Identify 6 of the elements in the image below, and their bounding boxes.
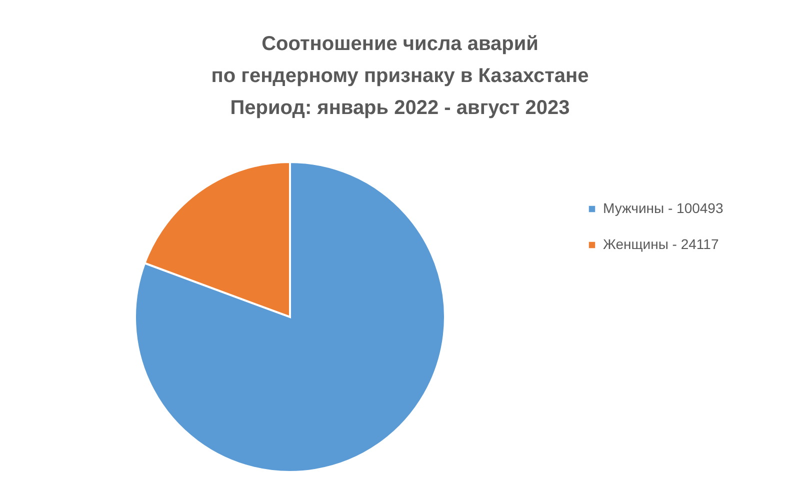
pie-slice [134, 161, 446, 473]
legend-label: Мужчины - 100493 [603, 200, 724, 216]
text: Соотношение числа аварий [262, 33, 538, 55]
legend-label: Женщины - 24117 [603, 236, 719, 252]
text: Период: январь 2022 - август 2023 [230, 97, 570, 119]
text: по гендерному признаку в Казахстане [211, 65, 589, 87]
